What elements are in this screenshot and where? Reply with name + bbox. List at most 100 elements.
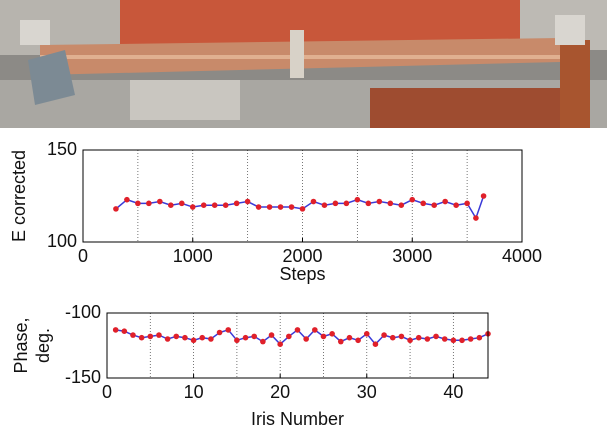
data-point: [277, 204, 284, 210]
data-point: [156, 332, 162, 338]
data-point: [147, 333, 154, 340]
data-point: [332, 200, 339, 207]
x-tick-label: 40: [443, 382, 463, 402]
data-point: [312, 327, 318, 333]
x-tick-label: 2000: [282, 246, 322, 266]
data-point: [365, 200, 372, 207]
y-tick-label: 100: [47, 231, 77, 251]
data-point: [320, 333, 327, 340]
copper-waveguide: [370, 88, 570, 128]
mount: [555, 15, 585, 45]
data-point: [255, 204, 262, 210]
cart: [130, 80, 240, 120]
data-point: [467, 336, 474, 342]
y-axis-label: Phase,: [11, 317, 31, 373]
data-point: [222, 202, 229, 208]
data-point: [424, 336, 431, 342]
data-point: [303, 336, 309, 342]
data-point: [225, 327, 232, 333]
data-point: [234, 337, 240, 344]
clamp: [290, 30, 304, 78]
mount: [20, 20, 50, 45]
x-tick-label: 3000: [392, 246, 432, 266]
data-point: [343, 200, 350, 207]
data-point: [242, 334, 249, 341]
data-point: [208, 336, 214, 342]
data-point: [189, 204, 196, 210]
y-tick-label: 150: [47, 139, 77, 159]
data-point: [459, 337, 465, 344]
data-point: [277, 341, 283, 348]
data-point: [173, 333, 180, 340]
data-point: [473, 215, 479, 221]
data-point: [288, 204, 295, 210]
data-point: [363, 331, 370, 337]
data-point: [442, 198, 448, 205]
waveguide: [28, 50, 75, 105]
data-point: [168, 202, 174, 208]
x-tick-label: 0: [78, 246, 88, 266]
data-point: [398, 333, 405, 340]
data-point: [450, 337, 457, 344]
data-point: [376, 198, 383, 205]
data-point: [190, 337, 197, 344]
data-point: [199, 334, 206, 341]
data-point: [113, 206, 119, 212]
data-point: [476, 334, 483, 341]
data-point: [389, 334, 396, 341]
data-point: [310, 198, 317, 205]
data-point: [346, 334, 353, 341]
data-point: [398, 202, 405, 208]
x-axis-label: Steps: [279, 264, 325, 284]
data-point: [124, 196, 130, 203]
data-point: [200, 202, 207, 208]
data-point: [381, 332, 387, 338]
data-point: [431, 202, 438, 208]
data-point: [453, 202, 459, 208]
data-point: [407, 337, 413, 344]
data-point: [321, 202, 328, 208]
data-point: [260, 338, 266, 345]
data-point: [433, 333, 439, 340]
data-point: [138, 334, 145, 341]
data-point: [441, 336, 448, 342]
data-point: [415, 334, 422, 341]
data-point: [211, 202, 218, 208]
plot-frame: [82, 149, 523, 243]
x-tick-label: 30: [357, 382, 377, 402]
y-axis-label: E corrected: [9, 150, 29, 242]
x-tick-label: 10: [184, 382, 204, 402]
data-point: [464, 200, 470, 207]
plot-area: [107, 313, 488, 378]
data-point: [266, 204, 273, 210]
x-tick-label: 20: [270, 382, 290, 402]
data-point: [299, 206, 306, 212]
data-point: [420, 200, 427, 207]
plot-frame: [106, 312, 489, 379]
y-axis-label: deg.: [33, 328, 53, 363]
data-point: [233, 200, 240, 207]
data-point: [337, 338, 344, 345]
data-point: [372, 341, 379, 348]
data-point: [480, 193, 487, 199]
x-tick-label: 4000: [502, 246, 542, 266]
data-point: [294, 327, 301, 333]
data-point: [329, 331, 335, 337]
data-point: [112, 327, 119, 333]
data-point: [216, 329, 223, 336]
photo: [0, 0, 607, 128]
data-point: [182, 334, 188, 341]
data-point: [251, 333, 258, 340]
y-tick-label: -100: [65, 302, 101, 322]
data-point: [268, 332, 275, 338]
x-axis-label: Iris Number: [251, 409, 344, 429]
data-point: [409, 196, 416, 203]
data-point: [286, 333, 292, 340]
data-point: [121, 328, 128, 335]
data-point: [244, 198, 251, 205]
x-tick-label: 0: [102, 382, 112, 402]
data-point: [146, 200, 152, 207]
data-point: [178, 200, 185, 207]
data-point: [355, 337, 361, 344]
